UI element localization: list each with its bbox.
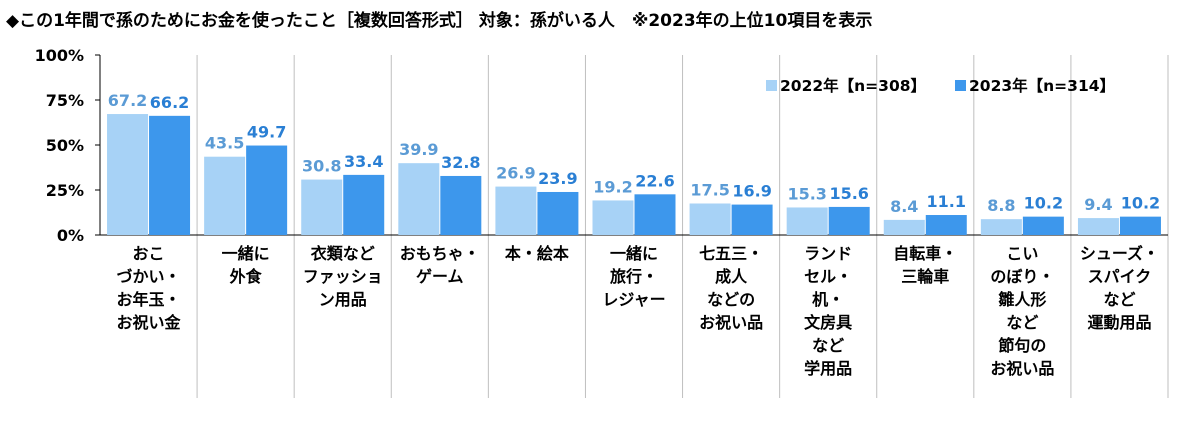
data-label-2023: 10.2 (1121, 194, 1160, 213)
category-label: おこ づかい・ お年玉・ お祝い金 (116, 244, 181, 332)
category-label: シューズ・ スパイク など 運動用品 (1079, 244, 1160, 332)
data-label-2022: 43.5 (205, 134, 244, 153)
legend: 2022年【n=308】 2023年【n=314】 (766, 76, 1115, 95)
category-label: おもちゃ・ ゲーム (399, 244, 480, 286)
data-label-2022: 8.8 (987, 196, 1015, 215)
y-tick-label: 100% (35, 46, 84, 65)
bar-2023 (828, 206, 870, 235)
legend-swatch (955, 80, 966, 91)
bar-2022 (980, 219, 1022, 235)
bar-2023 (731, 204, 773, 235)
bar-2022 (301, 179, 343, 235)
bar-2022 (204, 156, 246, 235)
category-label: 自転車・ 三輪車 (893, 244, 958, 286)
data-label-2023: 33.4 (344, 152, 383, 171)
data-label-2023: 32.8 (441, 153, 480, 172)
category-label: ランド セル・ 机・ 文房具 など 学用品 (804, 244, 853, 378)
legend-label: 2023年【n=314】 (969, 76, 1115, 95)
value-labels: 67.2 43.5 30.8 39.9 26.9 19.2 17.5 15.3 8.4 8.8 9.… (108, 91, 1160, 216)
category-label: 本・絵本 (504, 244, 569, 263)
data-label-2023: 16.9 (732, 182, 771, 201)
category-label: 一緒に 外食 (221, 244, 270, 286)
bar-2022 (592, 200, 634, 235)
y-tick-label: 75% (46, 91, 84, 110)
chart-title: ◆この1年間で孫のためにお金を使ったこと［複数回答形式］ 対象：孫がいる人 ※2… (6, 11, 873, 31)
bar-2023 (343, 174, 385, 235)
data-label-2022: 15.3 (787, 184, 826, 203)
data-label-2022: 39.9 (399, 140, 438, 159)
bars (107, 114, 1161, 235)
category-dividers (196, 55, 1169, 398)
y-tick-label: 50% (46, 136, 84, 155)
legend-swatch (766, 80, 777, 91)
data-label-2022: 30.8 (302, 157, 341, 176)
category-label: 一緒に 旅行・ レジャー (602, 244, 666, 309)
data-label-2023: 22.6 (635, 171, 674, 190)
bar-2023 (537, 191, 579, 235)
y-tick-label: 25% (46, 181, 84, 200)
data-label-2023: 10.2 (1024, 194, 1063, 213)
data-label-2022: 8.4 (890, 197, 918, 216)
bar-2022 (107, 114, 149, 235)
bar-2022 (689, 203, 731, 235)
bar-2022 (786, 207, 828, 235)
bar-2023 (1119, 216, 1161, 235)
data-label-2022: 9.4 (1084, 195, 1112, 214)
bar-2023 (634, 194, 676, 235)
data-label-2023: 49.7 (247, 123, 286, 142)
bar-2022 (398, 163, 440, 235)
legend-label: 2022年【n=308】 (780, 76, 926, 95)
data-label-2023: 23.9 (538, 169, 577, 188)
bar-2023 (1022, 216, 1064, 235)
data-label-2022: 17.5 (690, 181, 729, 200)
y-tick-label: 0% (57, 226, 84, 245)
bar-2023 (149, 115, 191, 235)
bar-2022 (495, 186, 537, 235)
data-label-2022: 67.2 (108, 91, 147, 110)
category-label: 衣類など ファッショ ン用品 (302, 244, 383, 309)
category-label: 七五三・ 成人 などの お祝い品 (699, 244, 764, 332)
data-label-2022: 19.2 (593, 177, 632, 196)
data-label-2023: 11.1 (927, 192, 966, 211)
bar-2022 (883, 219, 925, 235)
data-label-2023: 66.2 (150, 93, 189, 112)
data-label-2022: 26.9 (496, 164, 535, 183)
bar-2022 (1077, 218, 1119, 235)
bar-2023 (440, 175, 482, 235)
bar-2023 (246, 145, 288, 235)
category-label: こい のぼり・ 雛人形 など 節句の お祝い品 (990, 244, 1055, 378)
data-label-2023: 15.6 (829, 184, 868, 203)
bar-2023 (925, 215, 967, 235)
